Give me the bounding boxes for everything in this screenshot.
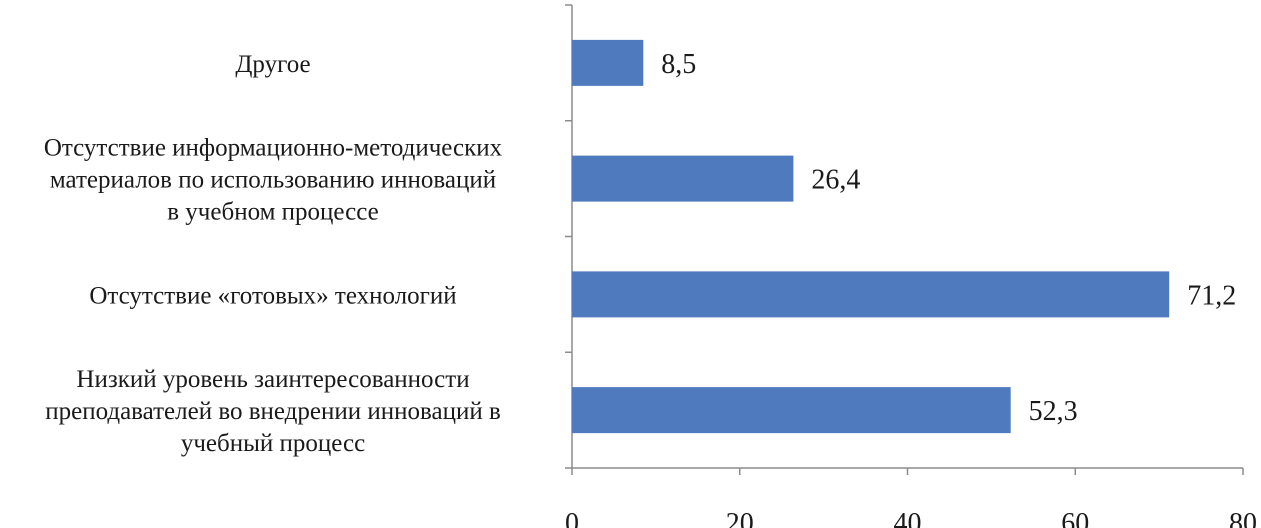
bar [572, 155, 794, 202]
data-label: 52,3 [1029, 396, 1078, 427]
data-label: 71,2 [1187, 280, 1236, 311]
bar [572, 271, 1170, 318]
category-label-line: учебный процесс [181, 430, 365, 457]
category-label: Другое [235, 51, 310, 78]
bar [572, 39, 644, 86]
x-tick-label: 0 [565, 508, 579, 528]
category-label: Низкий уровень заинтересованности препода… [45, 366, 501, 457]
x-tick-label: 60 [1061, 508, 1089, 528]
data-label: 26,4 [811, 165, 860, 196]
category-label-line: Другое [235, 51, 310, 78]
x-tick-label: 40 [894, 508, 922, 528]
category-label: Отсутствие «готовых» технологий [89, 282, 456, 309]
data-label: 8,5 [661, 49, 696, 80]
category-label-line: в учебном процессе [167, 199, 379, 226]
category-label-line: преподавателей во внедрении инноваций в [45, 398, 501, 425]
category-label-line: материалов по использованию инноваций [50, 167, 496, 194]
x-tick-label: 80 [1229, 508, 1257, 528]
category-label: Отсутствие информационно-методических мат… [44, 135, 503, 226]
x-tick-label: 20 [726, 508, 754, 528]
category-label-line: Низкий уровень заинтересованности [76, 366, 469, 393]
bar [572, 387, 1011, 434]
category-label-line: Отсутствие «готовых» технологий [89, 282, 456, 309]
category-label-line: Отсутствие информационно-методических [44, 135, 503, 162]
